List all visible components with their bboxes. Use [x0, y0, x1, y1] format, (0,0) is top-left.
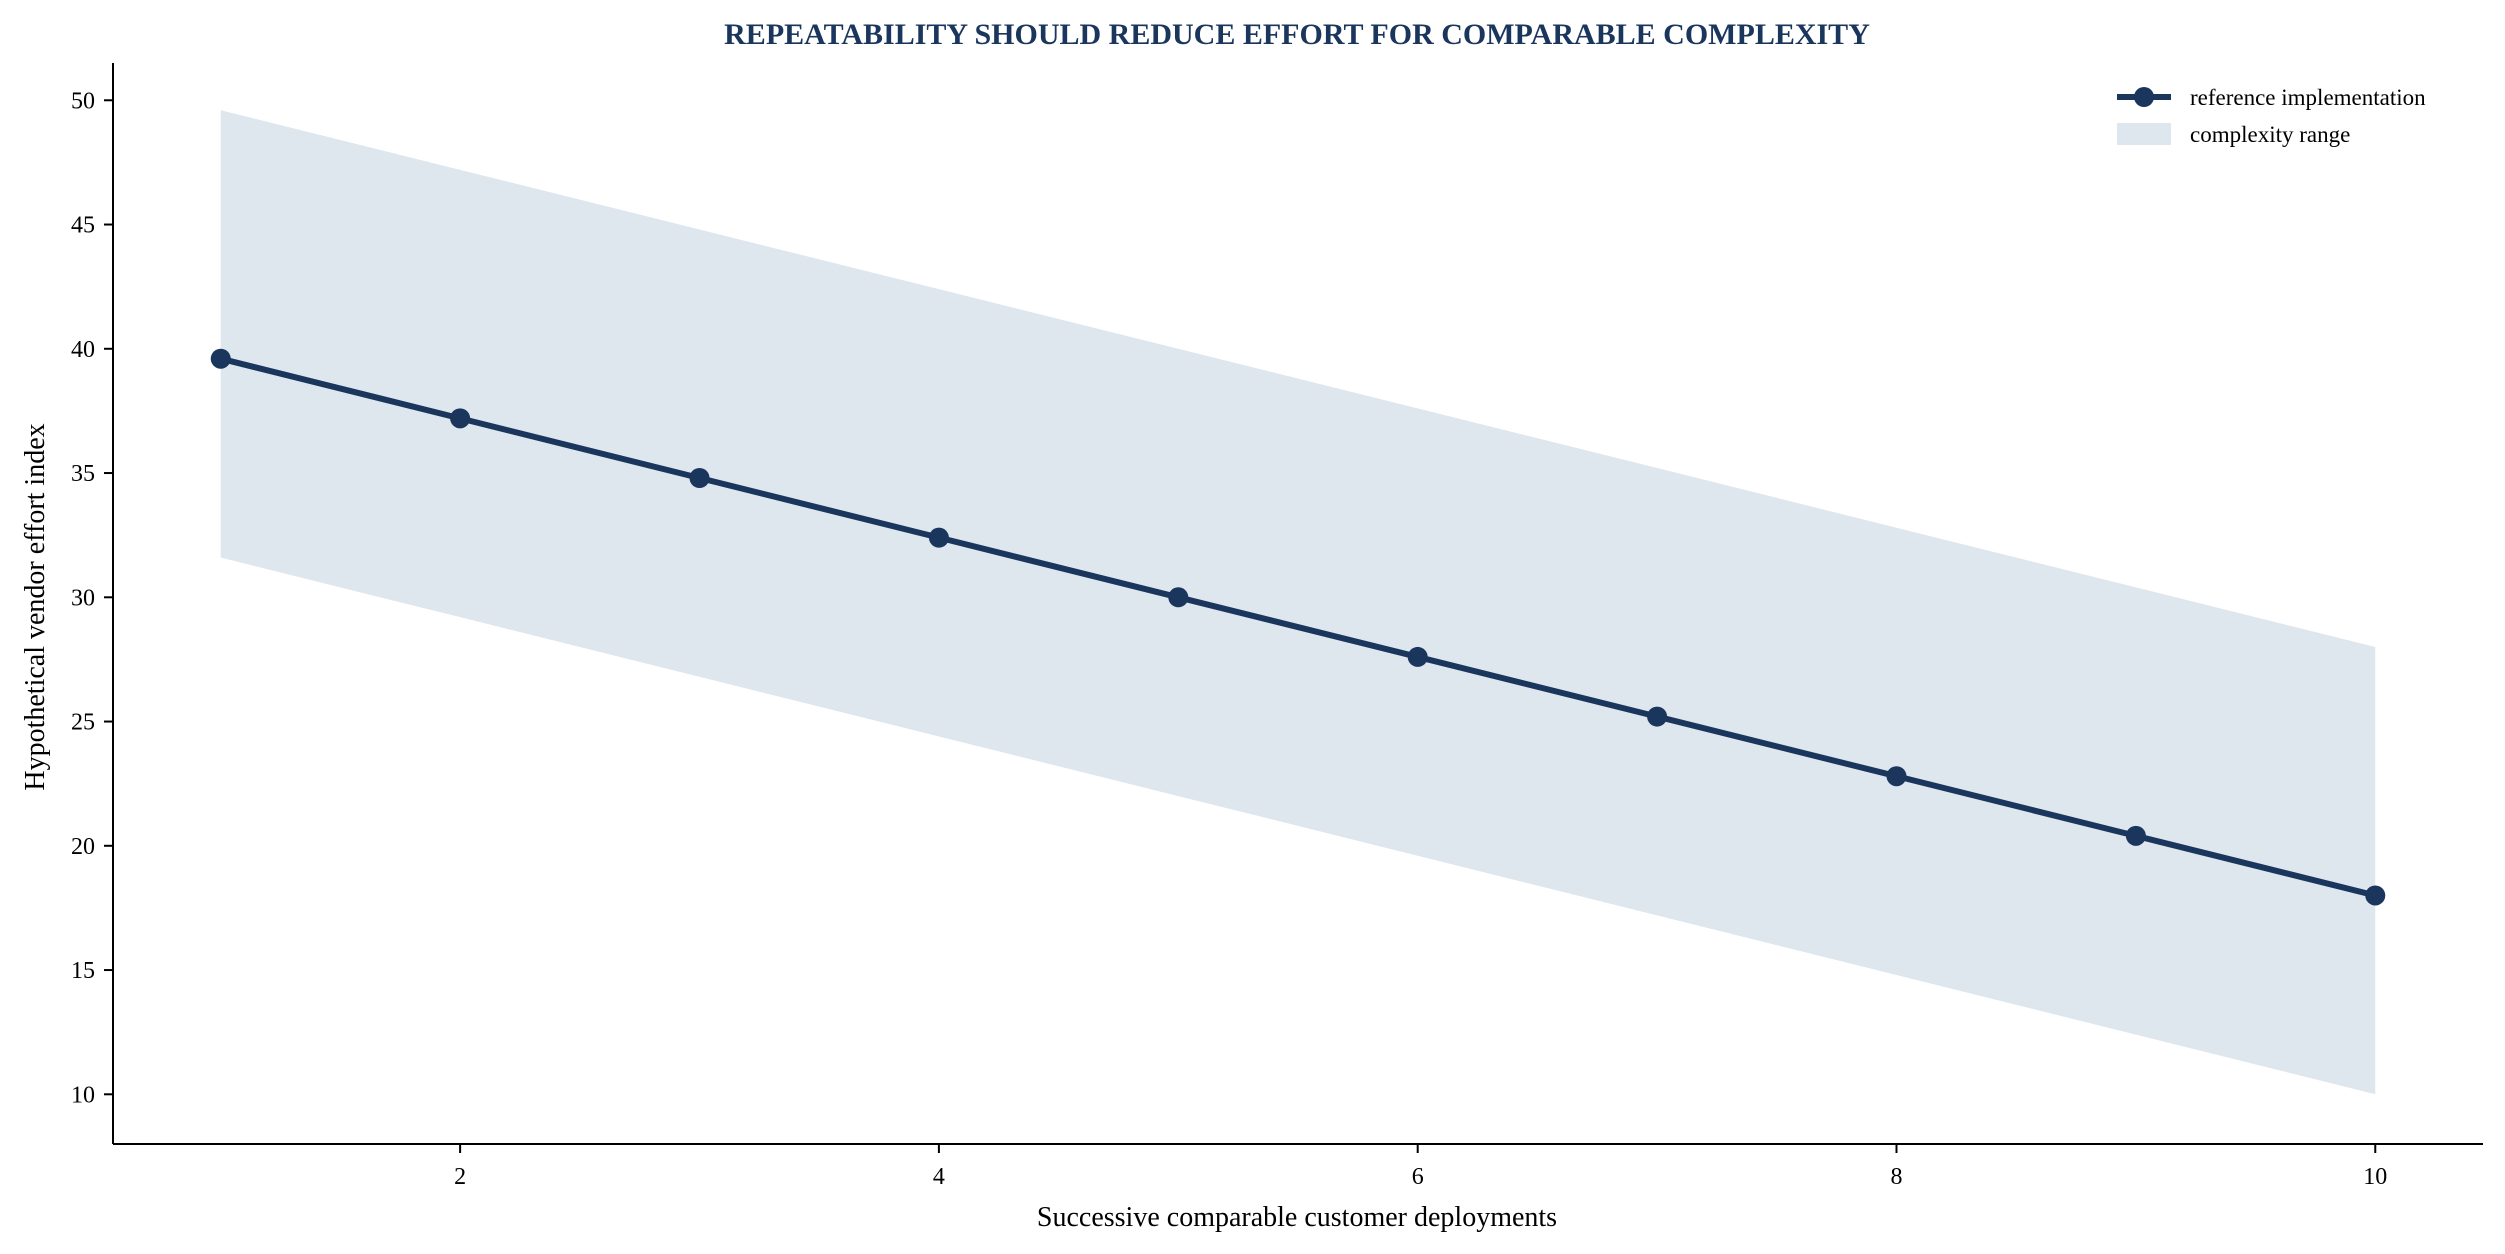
y-tick-label: 20 [71, 834, 95, 860]
x-tick-label: 4 [933, 1164, 945, 1190]
complexity-band-layer [220, 110, 2376, 1095]
legend-marker-swatch [2134, 87, 2154, 107]
data-point-8 [1886, 766, 1907, 787]
x-axis-label: Successive comparable customer deploymen… [1037, 1202, 1557, 1233]
y-tick-label: 50 [71, 88, 95, 114]
y-tick-label: 15 [71, 958, 95, 984]
x-tick-label: 10 [2363, 1164, 2387, 1190]
series-line-layer [217, 355, 2379, 899]
data-point-2 [450, 408, 471, 429]
y-tick-label: 10 [71, 1082, 95, 1108]
tick-layer: 2 4 6 8 10 10 15 20 25 30 35 40 45 50 [71, 88, 2387, 1190]
complexity-range-band [220, 110, 2376, 1095]
data-point-9 [2125, 825, 2146, 846]
series-line [217, 355, 2379, 899]
y-axis-label: Hypothetical vendor effort index [20, 423, 51, 790]
data-point-5 [1168, 587, 1189, 608]
legend-label-complexity-range: complexity range [2190, 122, 2350, 147]
axes [112, 63, 2483, 1145]
y-tick-label: 35 [71, 461, 95, 487]
data-point-1 [210, 348, 231, 369]
x-tick-label: 2 [454, 1164, 466, 1190]
data-point-10 [2365, 885, 2386, 906]
data-point-7 [1647, 706, 1668, 727]
x-tick-label: 6 [1412, 1164, 1424, 1190]
y-tick-label: 25 [71, 710, 95, 736]
x-tick-label: 8 [1890, 1164, 1902, 1190]
series-marker-layer [210, 348, 2386, 906]
legend-band-swatch [2117, 123, 2171, 145]
chart-title: REPEATABILITY SHOULD REDUCE EFFORT FOR C… [724, 18, 1870, 51]
data-point-6 [1407, 646, 1428, 667]
legend: reference implementation complexity rang… [2117, 85, 2426, 147]
data-point-4 [928, 527, 949, 548]
y-tick-label: 40 [71, 337, 95, 363]
data-point-3 [689, 468, 710, 488]
y-tick-label: 45 [71, 213, 95, 239]
y-tick-label: 30 [71, 585, 95, 611]
legend-label-reference-implementation: reference implementation [2190, 85, 2426, 110]
